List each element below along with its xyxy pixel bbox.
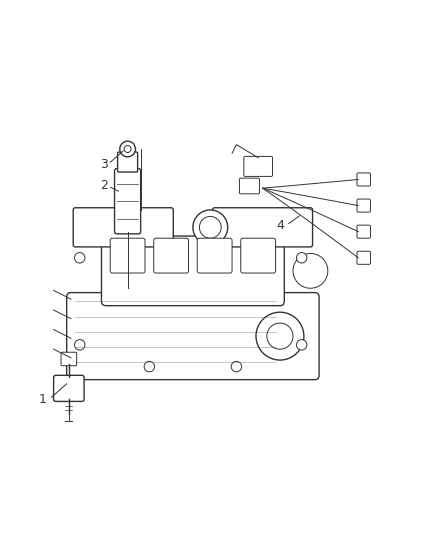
FancyBboxPatch shape xyxy=(197,238,232,273)
FancyBboxPatch shape xyxy=(212,208,313,247)
Circle shape xyxy=(293,254,328,288)
Circle shape xyxy=(297,340,307,350)
FancyBboxPatch shape xyxy=(357,225,371,238)
FancyBboxPatch shape xyxy=(357,251,371,264)
FancyBboxPatch shape xyxy=(244,156,272,176)
Circle shape xyxy=(199,216,221,238)
Circle shape xyxy=(231,361,242,372)
Text: 4: 4 xyxy=(276,219,284,232)
Text: 1: 1 xyxy=(39,393,47,406)
Circle shape xyxy=(74,340,85,350)
FancyBboxPatch shape xyxy=(67,293,319,379)
FancyBboxPatch shape xyxy=(241,238,276,273)
FancyBboxPatch shape xyxy=(115,168,141,234)
Text: 3: 3 xyxy=(100,158,108,171)
FancyBboxPatch shape xyxy=(73,208,173,247)
Circle shape xyxy=(256,312,304,360)
FancyBboxPatch shape xyxy=(357,199,371,212)
Circle shape xyxy=(120,141,135,157)
FancyBboxPatch shape xyxy=(117,152,138,172)
Circle shape xyxy=(267,323,293,349)
FancyBboxPatch shape xyxy=(110,238,145,273)
FancyBboxPatch shape xyxy=(102,236,284,305)
Circle shape xyxy=(124,146,131,152)
Circle shape xyxy=(193,210,228,245)
Circle shape xyxy=(297,253,307,263)
FancyBboxPatch shape xyxy=(154,238,188,273)
FancyBboxPatch shape xyxy=(240,178,259,194)
Text: 2: 2 xyxy=(100,180,108,192)
FancyBboxPatch shape xyxy=(53,375,84,401)
FancyBboxPatch shape xyxy=(357,173,371,186)
Circle shape xyxy=(74,253,85,263)
Circle shape xyxy=(144,361,155,372)
FancyBboxPatch shape xyxy=(61,352,77,366)
